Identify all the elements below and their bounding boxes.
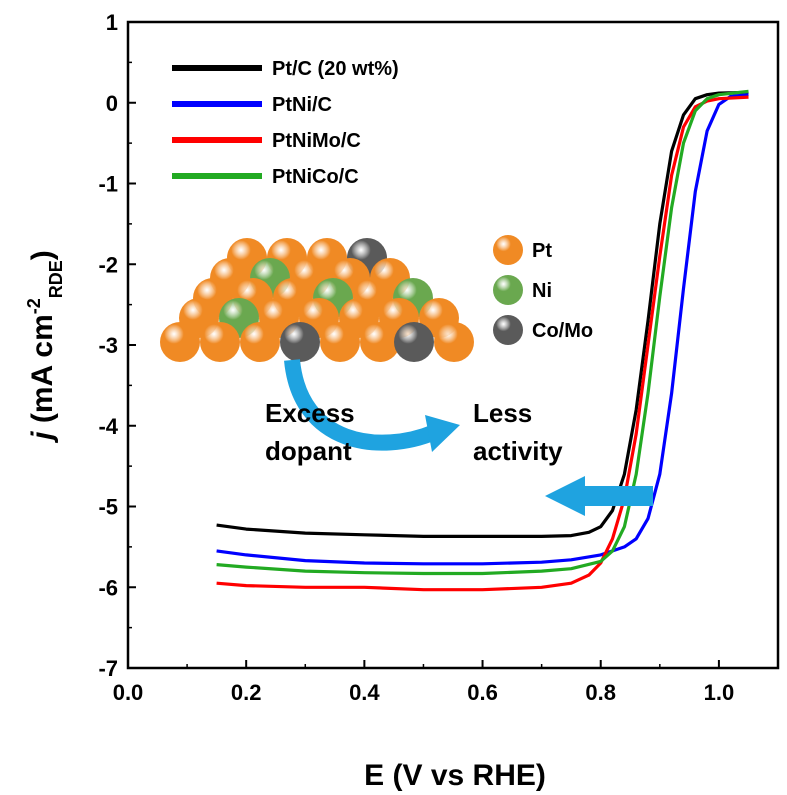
series-lines [216, 89, 749, 592]
x-tick-label: 0.6 [467, 680, 498, 705]
annotation-excess-dopant: Excess [265, 398, 355, 428]
key-label: Pt [532, 240, 552, 262]
y-tick-label: -6 [98, 575, 118, 600]
series-line [216, 93, 749, 566]
legend-label: Pt/C (20 wt%) [272, 58, 399, 80]
key-label: Ni [532, 280, 552, 302]
y-axis-title-sub: RDE [46, 260, 66, 298]
y-tick-label: -4 [98, 414, 118, 439]
y-tick-label: -3 [98, 333, 118, 358]
key-sphere [493, 235, 523, 265]
annotation-less-activity: Less [473, 398, 532, 428]
annotation-excess-dopant: dopant [265, 436, 352, 466]
y-tick-label: 1 [106, 10, 118, 35]
y-tick-label: -1 [98, 172, 118, 197]
y-axis-title-sup: -2 [24, 298, 44, 314]
legend-label: PtNiCo/C [272, 166, 359, 188]
atom-sphere [394, 322, 434, 362]
atom-sphere [200, 322, 240, 362]
atom-sphere [240, 322, 280, 362]
atom-sphere [280, 322, 320, 362]
series-line [216, 95, 749, 592]
x-tick-label: 0.2 [231, 680, 262, 705]
y-axis-title-main: (mA cm [26, 314, 59, 431]
legend: Pt/C (20 wt%) PtNi/C PtNiMo/C PtNiCo/C [172, 58, 399, 188]
legend-label: PtNiMo/C [272, 130, 361, 152]
atom-sphere [434, 322, 474, 362]
key-label: Co/Mo [532, 320, 593, 342]
y-tick-label: -7 [98, 656, 118, 681]
y-axis-title: j (mA cm-2RDE) [24, 250, 66, 444]
x-axis-title: E (V vs RHE) [364, 759, 546, 792]
y-axis-title-end: ) [26, 250, 59, 260]
axes-frame [126, 20, 780, 670]
atom-sphere [320, 322, 360, 362]
series-line [216, 89, 749, 576]
y-tick-label: -2 [98, 252, 118, 277]
key-sphere [493, 315, 523, 345]
legend-label: PtNi/C [272, 94, 332, 116]
x-tick-label: 0.8 [585, 680, 616, 705]
straight-arrow-head [545, 476, 585, 516]
y-tick-label: -5 [98, 495, 118, 520]
atom-sphere [160, 322, 200, 362]
straight-arrow-shaft [583, 486, 653, 506]
key-sphere [493, 275, 523, 305]
curved-arrow-shaft [284, 359, 439, 451]
x-tick-label: 0.4 [349, 680, 380, 705]
nanoparticle-inset: Pt Ni Co/Mo Excess dopant Less activity [160, 235, 653, 516]
series-line [216, 90, 749, 539]
tick-labels: 0.0 0.2 0.4 0.6 0.8 1.0 1 0 -1 -2 -3 -4 -5 -6 -7 [98, 10, 734, 705]
x-tick-label: 0.0 [113, 680, 144, 705]
atom-sphere [360, 322, 400, 362]
curved-arrow-head [425, 415, 460, 452]
annotation-less-activity: activity [473, 436, 563, 466]
y-tick-label: 0 [106, 91, 118, 116]
y-axis-title-italic: j [26, 431, 59, 444]
x-tick-label: 1.0 [704, 680, 735, 705]
